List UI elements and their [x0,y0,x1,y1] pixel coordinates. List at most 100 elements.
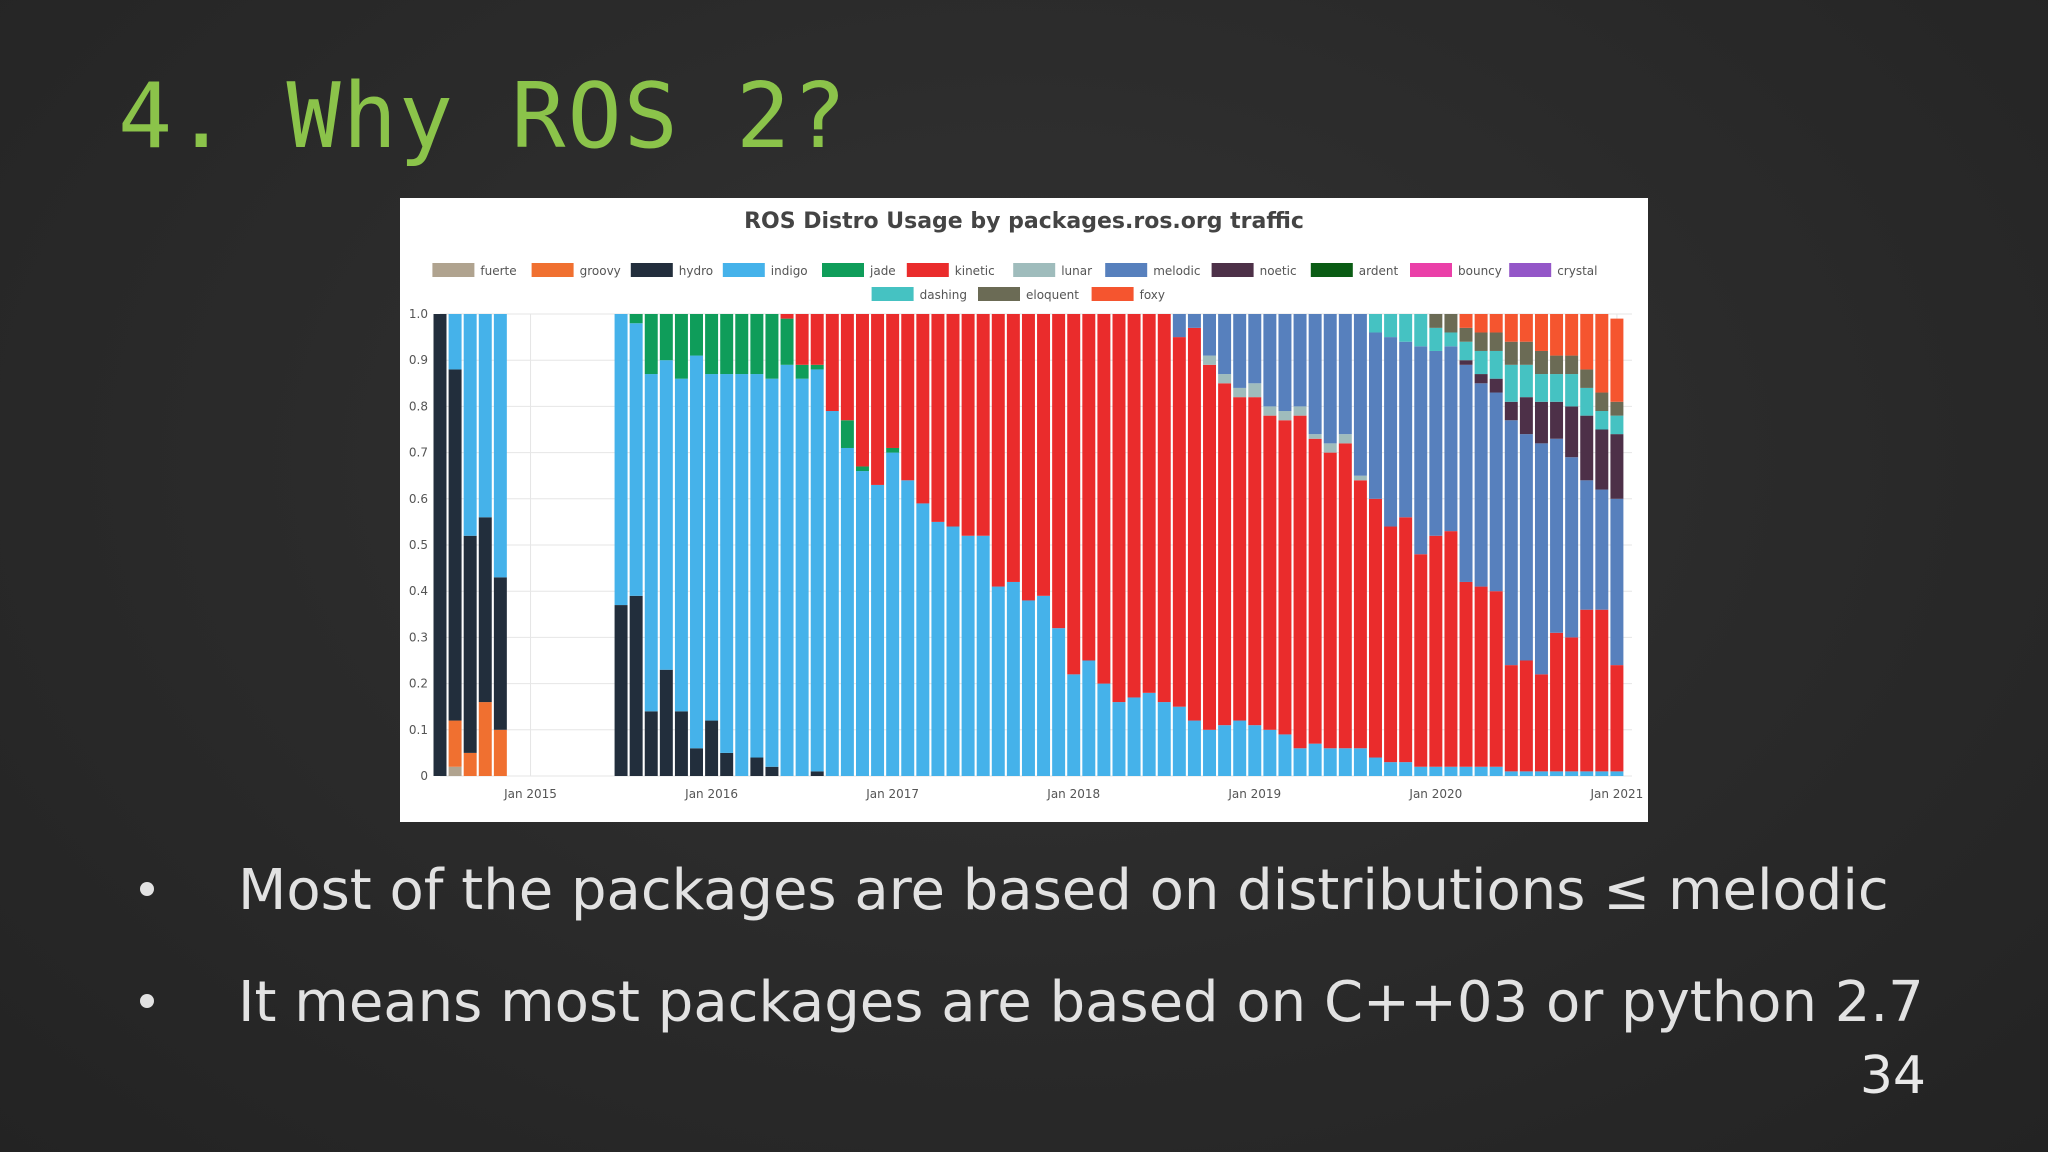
bar-segment-indigo [1504,771,1518,776]
x-tick-label: Jan 2019 [1227,787,1281,801]
bar-segment-hydro [448,369,462,721]
bar-segment-fuerte [448,766,462,776]
bar-segment-jade [735,314,749,375]
bar-segment-melodic [1248,314,1262,384]
bar-2017-03 [916,314,930,776]
bullet-dot-icon [140,882,154,896]
bar-segment-kinetic [991,314,1005,587]
bar-segment-kinetic [1338,443,1352,749]
bar-segment-hydro [690,748,703,776]
bar-segment-dashing [1459,341,1473,361]
legend-label-indigo: indigo [771,264,808,278]
bar-segment-melodic [1550,438,1564,633]
bar-segment-indigo [1323,748,1337,776]
bar-segment-melodic [1233,314,1247,388]
bar-2017-04 [931,314,945,776]
bar-segment-melodic [1429,350,1443,536]
bar-segment-kinetic [1112,314,1126,703]
bar-segment-melodic [1519,434,1533,661]
legend-swatch-kinetic [906,263,949,277]
bar-2016-11 [855,314,869,776]
bar-segment-indigo [1278,734,1292,776]
bar-segment-melodic [1534,443,1548,675]
bar-segment-indigo [1112,702,1126,776]
bar-segment-lunar [1248,383,1262,398]
legend-swatch-eloquent [978,287,1020,301]
legend-swatch-groovy [531,263,574,277]
bar-2015-11 [674,314,688,776]
bar-2018-10 [1203,314,1217,776]
bar-2021-01 [1610,318,1624,776]
x-tick-label: Jan 2016 [684,787,738,801]
bar-segment-jade [795,364,809,379]
y-tick-label: 1.0 [409,307,428,321]
bar-2014-11 [493,314,507,776]
bar-segment-jade [720,314,734,375]
bar-segment-dashing [1489,350,1503,379]
bar-segment-indigo [1203,729,1217,776]
bar-segment-kinetic [1187,327,1201,721]
bar-segment-indigo [1172,706,1186,776]
bar-2017-11 [1037,314,1051,776]
bar-segment-melodic [1187,314,1201,328]
bar-segment-kinetic [1580,609,1594,772]
bar-segment-kinetic [1157,314,1171,703]
bar-segment-dashing [1414,314,1428,347]
bar-segment-eloquent [1595,392,1609,412]
bar-segment-dashing [1504,364,1518,402]
bar-segment-noetic [1610,434,1624,499]
bar-segment-indigo [1474,766,1488,776]
bar-2015-10 [659,314,673,776]
bar-segment-kinetic [840,314,854,421]
bar-segment-indigo [614,314,628,606]
bar-segment-indigo [976,535,990,776]
bar-2014-09 [463,314,477,776]
bar-segment-indigo [1534,771,1548,776]
bar-segment-melodic [1218,314,1232,375]
legend-swatch-bouncy [1410,263,1452,277]
bar-segment-jade [855,466,869,472]
bar-2019-04 [1293,314,1307,776]
bar-segment-kinetic [855,314,869,467]
bar-segment-groovy [478,702,492,776]
bar-segment-hydro [765,766,779,776]
bar-2020-09 [1550,314,1564,776]
bar-segment-indigo [840,447,854,776]
bar-segment-jade [840,420,854,448]
bar-2018-02 [1082,314,1096,776]
bar-segment-kinetic [871,314,885,485]
bar-segment-kinetic [810,314,824,365]
bar-2018-12 [1233,314,1247,776]
bar-segment-indigo [1263,729,1277,776]
bar-segment-indigo [871,484,885,776]
bar-segment-indigo [1459,766,1473,776]
x-tick-label: Jan 2021 [1589,787,1643,801]
bar-segment-kinetic [1233,397,1247,721]
bar-segment-foxy [1595,314,1609,393]
bar-segment-foxy [1459,314,1473,328]
bar-segment-jade [705,314,719,375]
bar-segment-kinetic [916,314,930,504]
bar-segment-indigo [886,452,900,776]
bar-2018-07 [1157,314,1171,776]
bar-2019-07 [1338,314,1352,776]
bar-segment-foxy [1550,314,1564,356]
bar-segment-dashing [1474,350,1488,375]
bar-2019-06 [1323,314,1337,776]
bar-segment-lunar [1278,411,1292,421]
bar-segment-noetic [1550,401,1564,439]
legend-swatch-ardent [1310,263,1353,277]
y-tick-label: 0.3 [409,630,428,644]
bar-segment-noetic [1565,406,1579,458]
bar-segment-kinetic [1429,535,1443,767]
bar-2020-12 [1595,314,1609,776]
bar-segment-kinetic [931,314,945,522]
bar-segment-jade [629,314,643,324]
y-tick-label: 0.8 [409,399,428,413]
bar-segment-foxy [1534,314,1548,351]
bar-2020-04 [1474,314,1488,776]
bar-segment-hydro [493,577,507,730]
bar-segment-indigo [1142,692,1156,776]
bar-2018-08 [1172,314,1186,776]
legend-label-crystal: crystal [1557,264,1597,278]
